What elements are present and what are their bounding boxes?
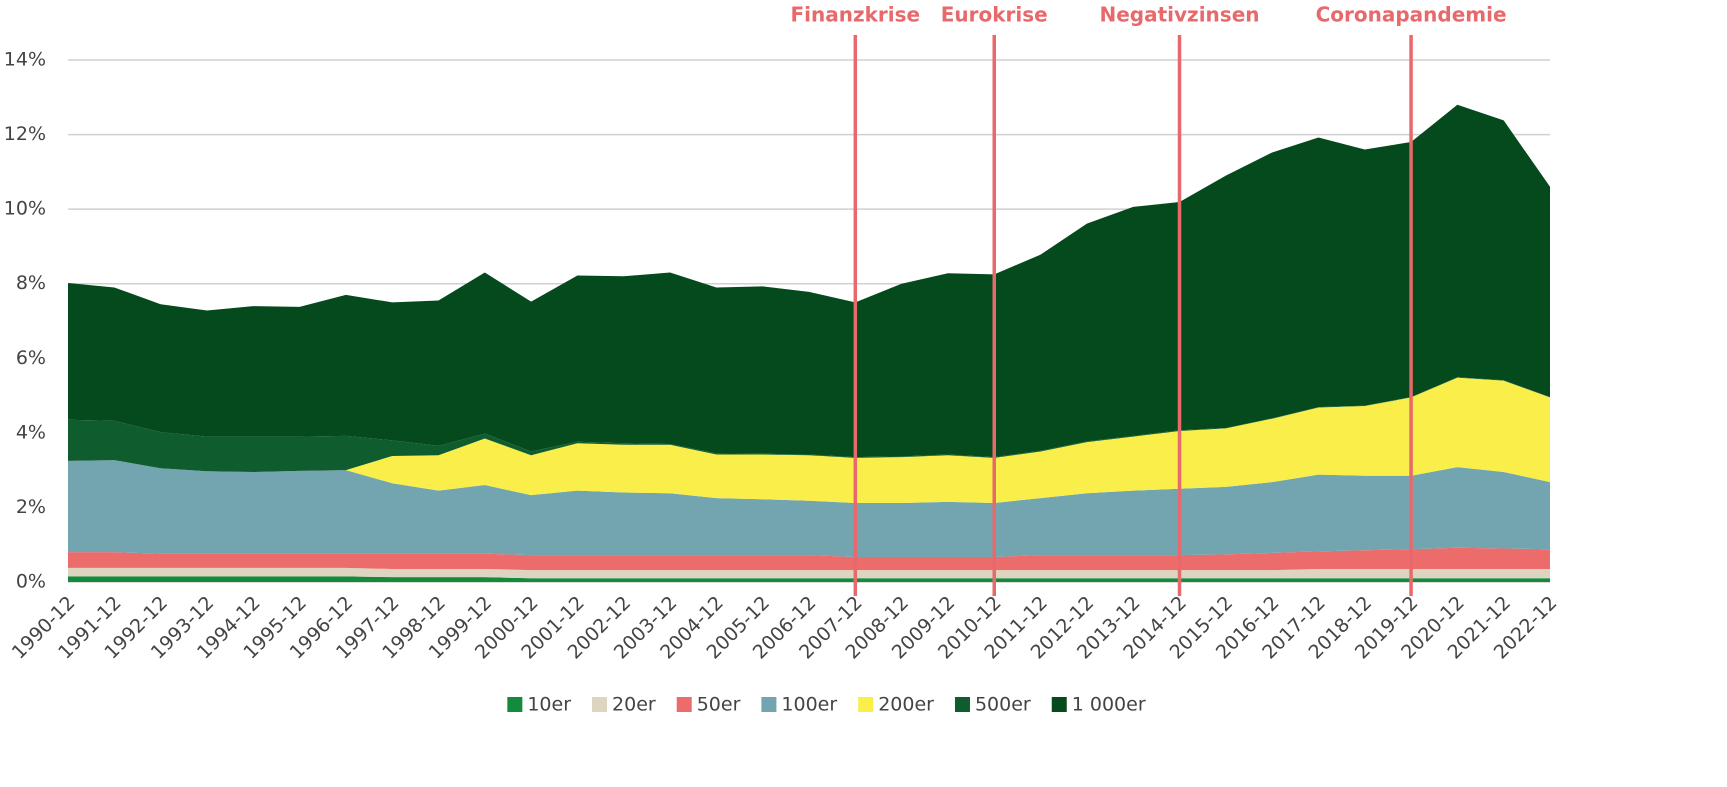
legend-label: 50er: [697, 694, 741, 716]
annotation-label: Eurokrise: [941, 3, 1048, 27]
legend-label: 100er: [781, 694, 837, 716]
y-tick-label: 8%: [16, 272, 46, 294]
annotation-label: Coronapandemie: [1316, 3, 1507, 27]
legend-swatch: [592, 697, 608, 712]
area: [68, 377, 1550, 473]
y-tick-label: 2%: [16, 496, 46, 518]
y-tick-label: 4%: [16, 421, 46, 443]
y-tick-label: 12%: [4, 123, 46, 145]
legend-label: 500er: [975, 694, 1031, 716]
legend: 10er 20er 50er 100er 200er 500er 1 000er: [507, 694, 1146, 716]
y-tick-label: 10%: [4, 198, 46, 220]
area: [68, 104, 1550, 458]
annotation-label: Negativzinsen: [1099, 3, 1259, 27]
y-tick-label: 14%: [4, 49, 46, 71]
legend-label: 20er: [612, 694, 656, 716]
legend-swatch: [676, 697, 692, 712]
legend-swatch: [507, 697, 523, 712]
legend-label: 200er: [878, 694, 934, 716]
legend-label: 10er: [527, 694, 571, 716]
legend-label: 1 000er: [1072, 694, 1146, 716]
y-tick-label: 6%: [16, 347, 46, 369]
legend-swatch: [761, 697, 777, 712]
y-tick-label: 0%: [16, 571, 46, 593]
legend-swatch: [1051, 697, 1067, 712]
legend-swatch: [858, 697, 874, 712]
annotation-label: Finanzkrise: [791, 3, 921, 27]
legend-swatch: [954, 697, 970, 712]
